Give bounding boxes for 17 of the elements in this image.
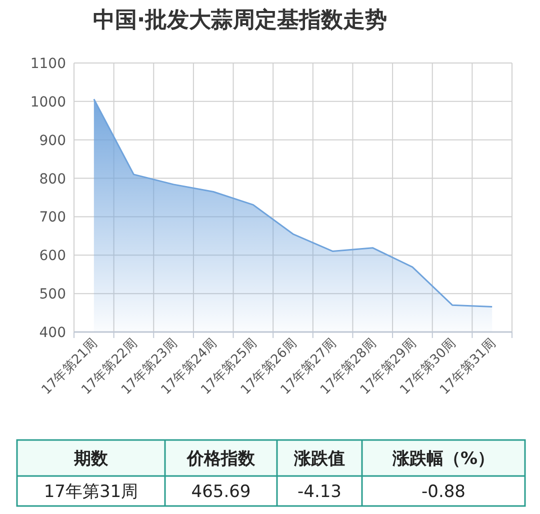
text: 涨跌值 — [293, 449, 345, 469]
chart-title: 中国·批发大蒜周定基指数走势 — [92, 7, 388, 33]
y-tick-label: 900 — [39, 132, 66, 149]
text: -0.88 — [422, 482, 466, 502]
y-tick-label: 800 — [39, 171, 66, 188]
y-tick-label: 600 — [39, 248, 66, 264]
text: 465.69 — [191, 482, 251, 502]
y-tick-label: 500 — [39, 286, 66, 303]
text: 17年第31周 — [44, 482, 138, 502]
text: 价格指数 — [186, 449, 256, 469]
y-tick-label: 1100 — [30, 56, 66, 72]
y-tick-label: 1000 — [30, 94, 66, 110]
y-tick-label: 400 — [39, 325, 66, 341]
text: 涨跌幅（%） — [391, 449, 495, 469]
text: 期数 — [73, 449, 109, 469]
y-tick-label: 700 — [39, 210, 66, 226]
text: -4.13 — [298, 482, 342, 502]
